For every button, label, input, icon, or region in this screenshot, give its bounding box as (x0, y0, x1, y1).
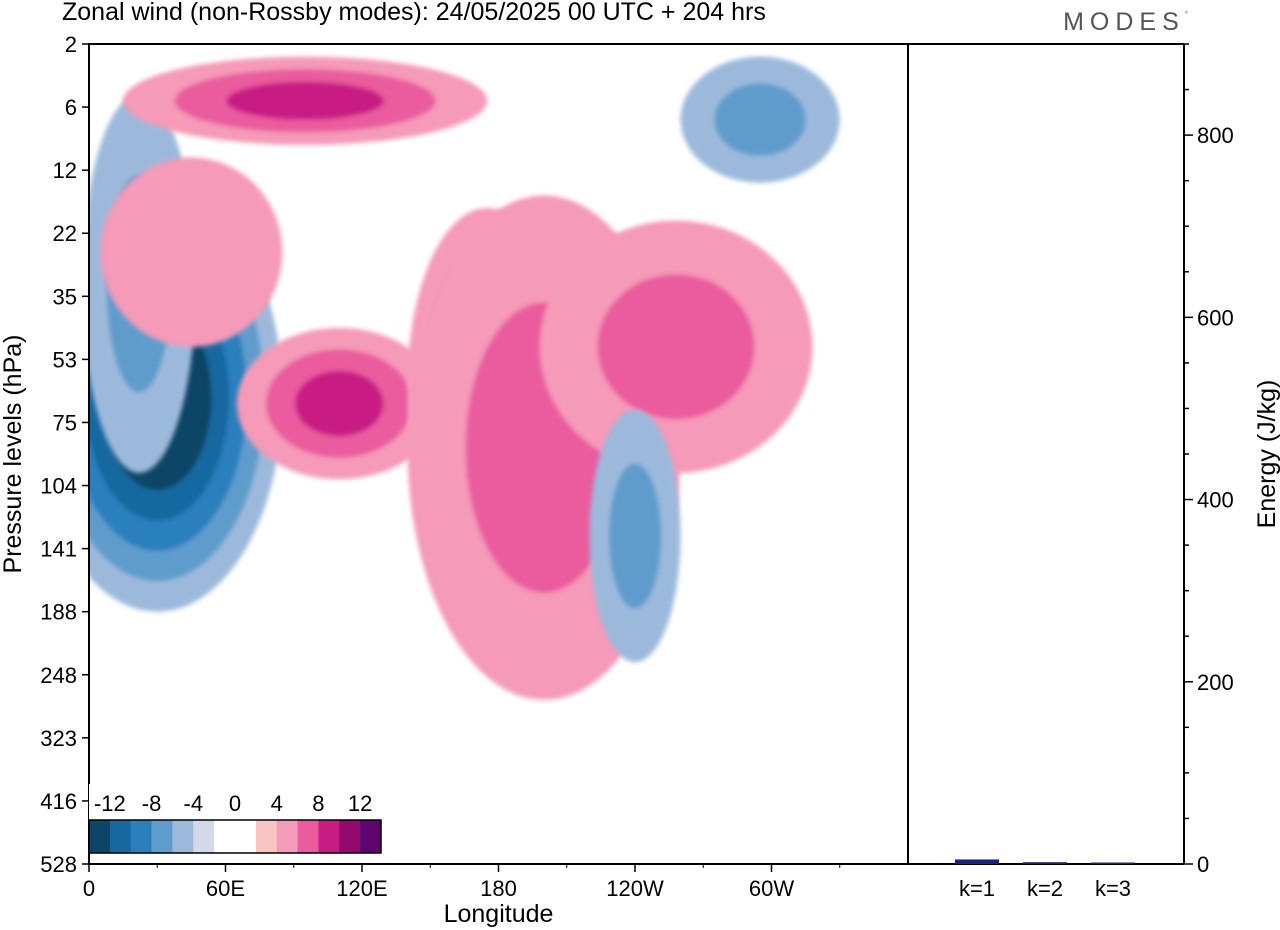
colorbar-frame (88, 819, 382, 854)
y-tick-label: 12 (53, 158, 77, 183)
y-tick-label: 22 (53, 221, 77, 246)
energy-category-label: k=2 (1027, 876, 1063, 901)
colorbar-swatch (339, 820, 361, 853)
colorbar-swatch (318, 820, 340, 853)
x-tick-label: 60E (206, 876, 245, 901)
y-tick-label: 53 (53, 347, 77, 372)
colorbar-swatch (235, 820, 257, 853)
wind-feature (236, 327, 442, 480)
y-tick-label: 188 (40, 600, 77, 625)
energy-bar (955, 859, 999, 864)
energy-category-label: k=3 (1095, 876, 1131, 901)
energy-bar-chart: 0 200 400 600 800 Energy (J/kg) k=1 k=2 k=3 (908, 43, 1280, 901)
colorbar-swatch (276, 820, 298, 853)
colorbar-swatch (297, 820, 319, 853)
energy-category-label: k=1 (959, 876, 995, 901)
brand-logo: MODES° (1063, 8, 1188, 37)
page-title: Zonal wind (non-Rossby modes): 24/05/202… (62, 0, 766, 26)
energy-tick-label: 0 (1197, 852, 1209, 877)
y-tick-label: 528 (40, 852, 77, 877)
energy-tick-label: 400 (1197, 488, 1234, 513)
contour-level (294, 370, 384, 437)
y-tick-label: 104 (40, 474, 77, 499)
colorbar-label: 4 (271, 791, 283, 816)
contour-level (100, 157, 283, 347)
colorbar-label: -12 (94, 791, 126, 816)
y-tick-label: 416 (40, 789, 77, 814)
energy-tick-label: 800 (1197, 123, 1234, 148)
colorbar-label: 0 (229, 791, 241, 816)
y-tick-label: 6 (65, 95, 77, 120)
colorbar-swatch (360, 820, 382, 853)
y-tick-label: 141 (40, 537, 77, 562)
colorbar-label: 12 (348, 791, 372, 816)
colorbar-swatch (255, 820, 278, 853)
x-tick-label: 60W (749, 876, 794, 901)
x-tick-label: 120W (606, 876, 664, 901)
brand-mark: ° (1184, 10, 1188, 19)
contour-level (608, 463, 662, 609)
contour-level (597, 274, 755, 420)
colorbar-swatch (151, 820, 173, 853)
contour-level (714, 83, 806, 156)
wind-feature (100, 157, 283, 347)
colorbar-swatch (109, 820, 132, 853)
x-axis-title: Longitude (444, 900, 554, 928)
colorbar-label: 8 (312, 791, 324, 816)
colorbar-label: -4 (184, 791, 204, 816)
energy-bar (1091, 862, 1135, 864)
wind-feature (680, 56, 840, 183)
y-tick-label: 323 (40, 726, 77, 751)
x-tick-label: 120E (336, 876, 387, 901)
energy-bar (1023, 862, 1067, 864)
heatmap-field (89, 56, 840, 700)
x-tick-label: 180 (480, 876, 517, 901)
y-axis-title: Pressure levels (hPa) (0, 335, 27, 574)
wind-feature (589, 409, 681, 663)
colorbar-swatch (172, 820, 194, 853)
brand-text: MODES (1063, 8, 1185, 36)
x-tick-label: 0 (83, 876, 95, 901)
colorbar-swatch (130, 820, 152, 853)
colorbar-label: -8 (142, 791, 162, 816)
y-tick-label: 248 (40, 663, 77, 688)
y-tick-label: 2 (65, 32, 77, 57)
colorbar-swatch (193, 820, 215, 853)
energy-tick-label: 600 (1197, 305, 1234, 330)
colorbar-swatch (89, 820, 111, 853)
colorbar: -12 -8 -4 0 4 8 12 (88, 784, 382, 854)
y-tick-label: 75 (53, 410, 77, 435)
wind-feature (539, 220, 813, 473)
energy-tick-label: 200 (1197, 670, 1234, 695)
wind-feature (123, 56, 488, 145)
colorbar-swatch (214, 820, 236, 853)
y-tick-label: 35 (53, 284, 77, 309)
contour-level (226, 81, 384, 120)
energy-axis-title: Energy (J/kg) (1253, 380, 1280, 529)
